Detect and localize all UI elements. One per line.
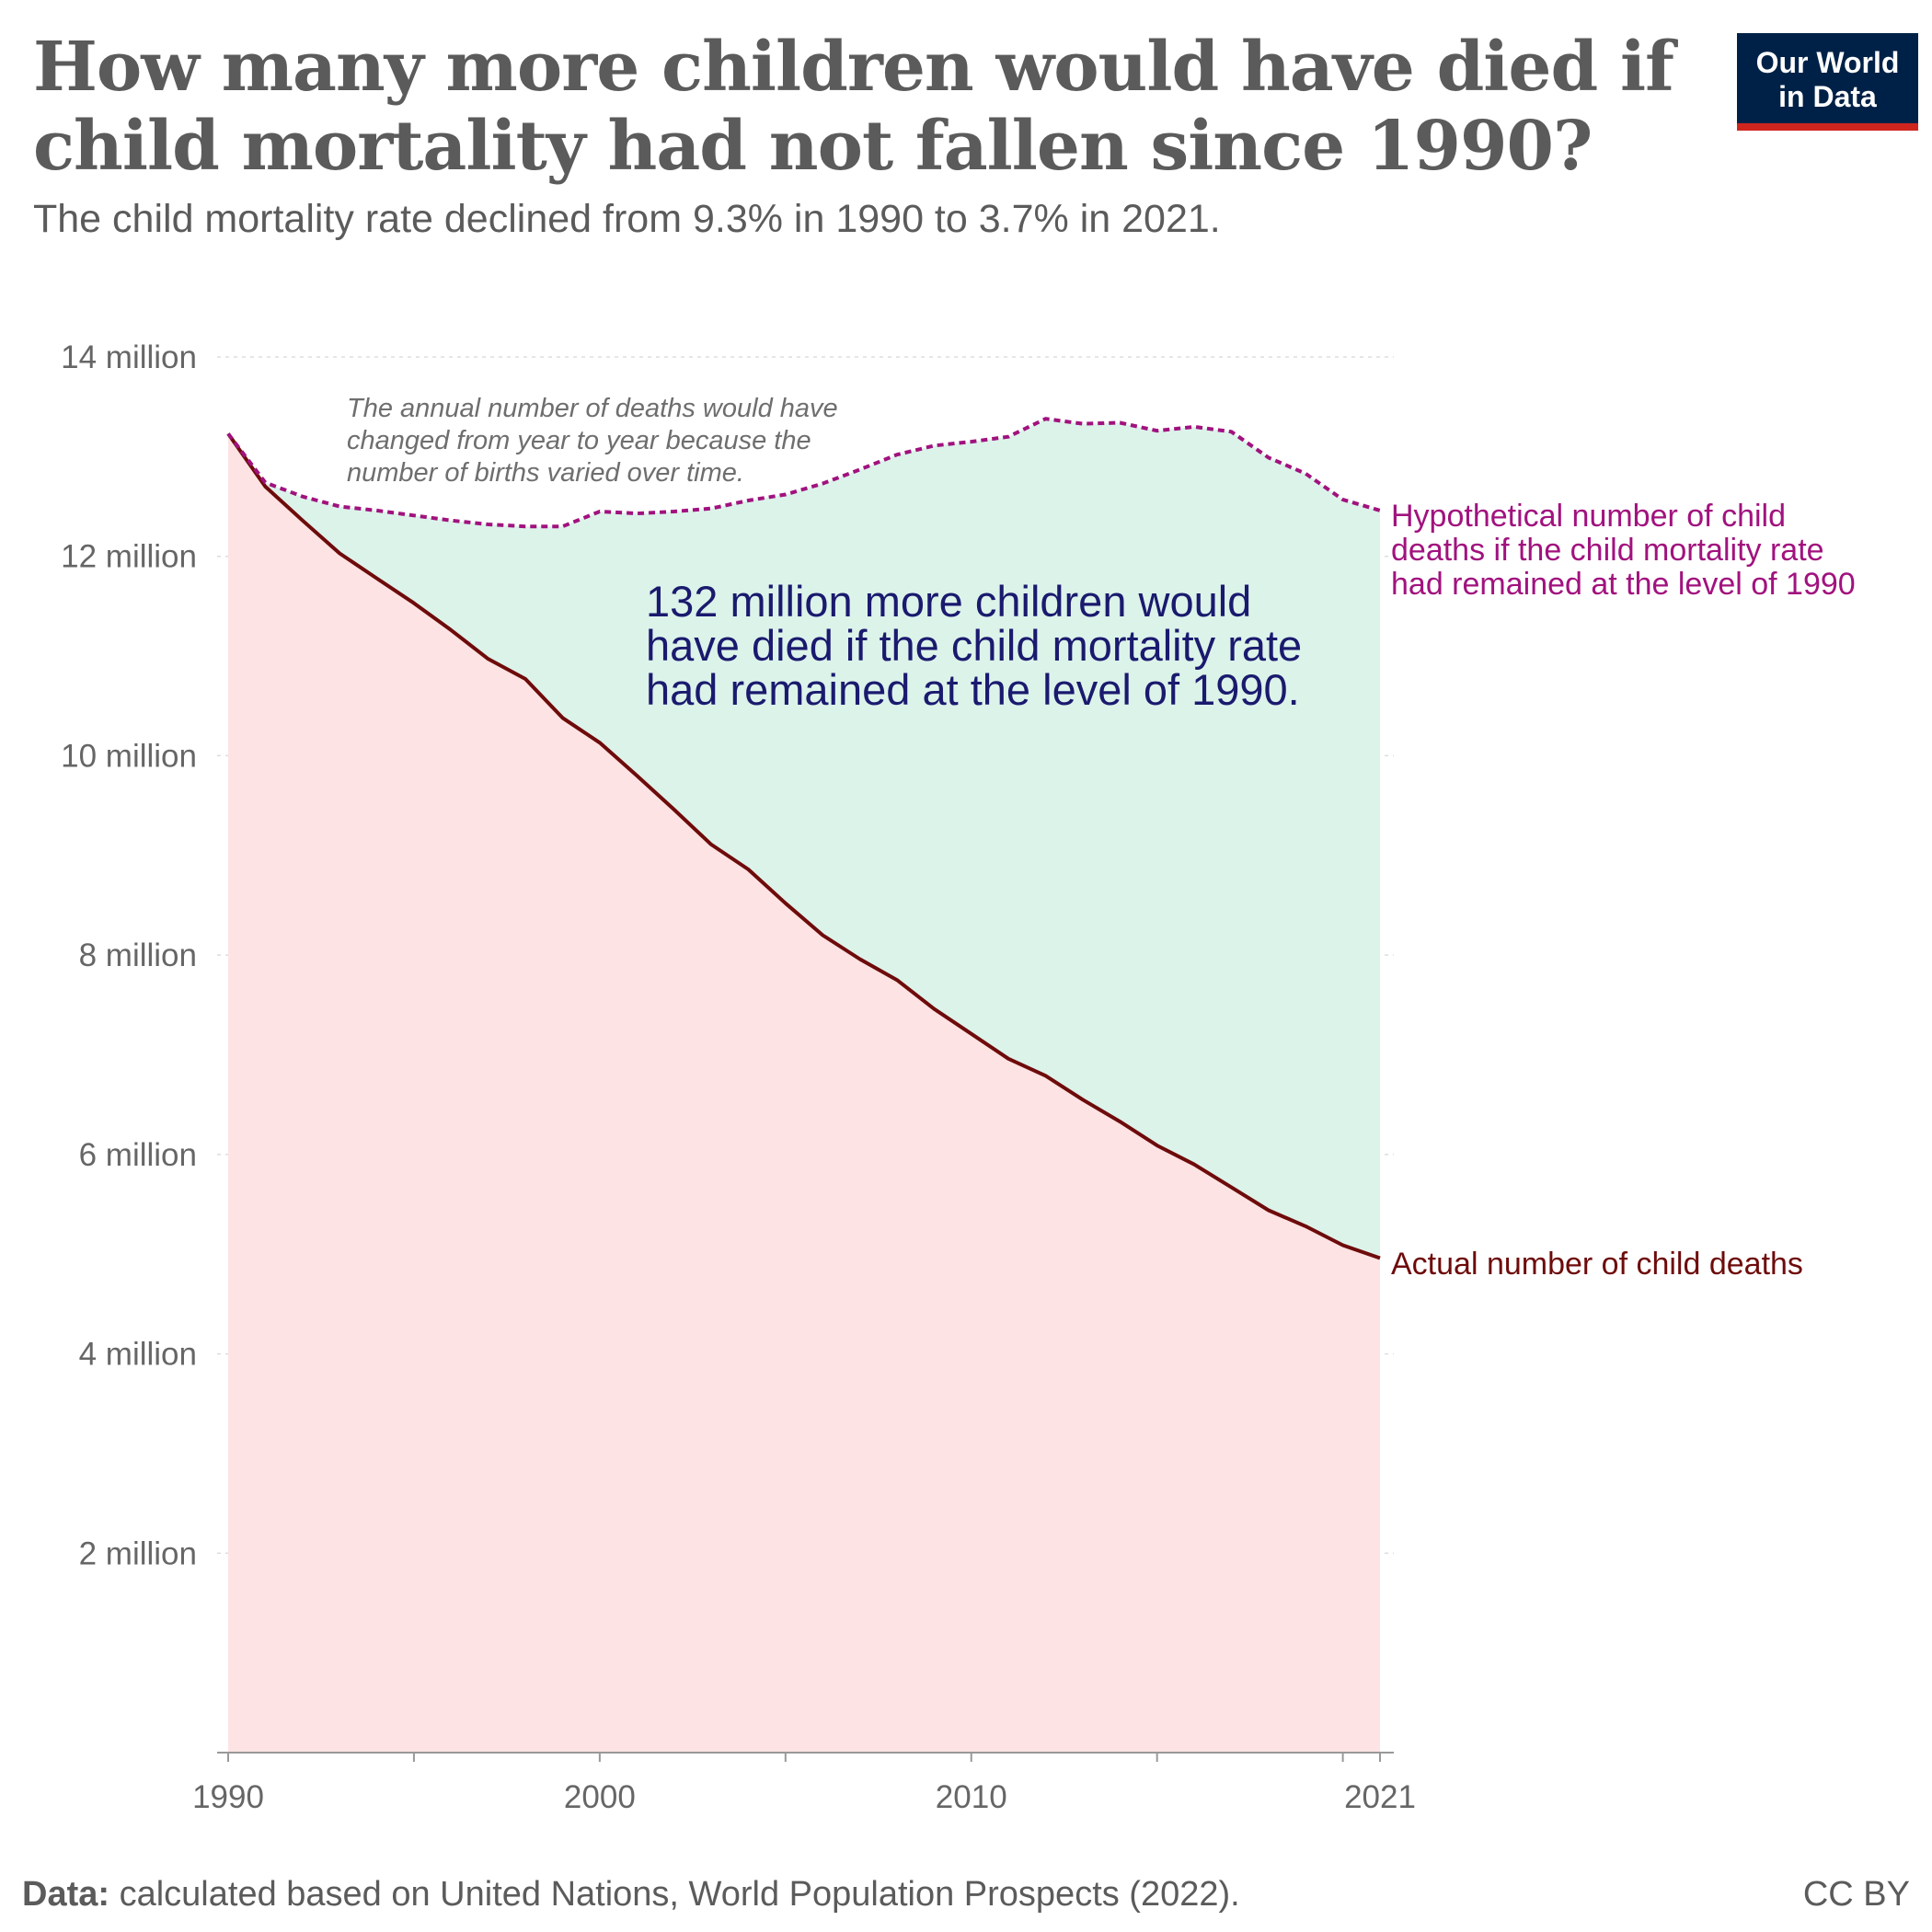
annotation-line: had remained at the level of 1990. — [646, 665, 1300, 714]
x-tick-label: 2021 — [1344, 1779, 1416, 1815]
annotation-line: had remained at the level of 1990 — [1391, 567, 1856, 602]
y-tick-label: 4 million — [79, 1337, 197, 1373]
y-tick-label: 10 million — [61, 738, 197, 774]
annotation-line: The annual number of deaths would have — [347, 394, 838, 423]
chart-title: How many more children would have died i… — [33, 28, 1674, 186]
logo-line-2: in Data — [1778, 80, 1877, 113]
annotation-line: Actual number of child deaths — [1391, 1247, 1803, 1282]
actual-series-label: Actual number of child deaths — [1391, 1247, 1803, 1282]
additional-deaths-area — [228, 419, 1380, 1259]
hypothetical-series-label: Hypothetical number of child deaths if th… — [1391, 499, 1856, 602]
annotation-line: changed from year to year because the — [347, 426, 811, 455]
y-tick-label: 12 million — [61, 539, 197, 575]
y-tick-label: 2 million — [79, 1535, 197, 1571]
births-note-annotation: The annual number of deaths would have ch… — [347, 394, 838, 488]
y-tick-label: 8 million — [79, 937, 197, 973]
x-tick-label: 2000 — [564, 1779, 636, 1815]
hypothetical-deaths-line[interactable] — [226, 417, 1381, 529]
logo-accent-bar — [1737, 123, 1918, 131]
logo-line-1: Our World — [1755, 46, 1900, 79]
x-tick-label: 2010 — [936, 1779, 1007, 1815]
annotation-line: number of births varied over time. — [347, 458, 744, 488]
data-source: Data: calculated based on United Nations… — [22, 1875, 1240, 1915]
chart-subtitle: The child mortality rate declined from 9… — [33, 197, 1221, 241]
annotation-line: Hypothetical number of child — [1391, 499, 1786, 534]
owid-logo[interactable]: Our World in Data — [1737, 33, 1918, 131]
data-source-text[interactable]: calculated based on United Nations, Worl… — [119, 1875, 1240, 1914]
data-source-label: Data: — [22, 1875, 110, 1914]
annotation-line: 132 million more children would — [646, 577, 1251, 626]
annotation-line: deaths if the child mortality rate — [1391, 533, 1824, 568]
actual-deaths-line[interactable] — [226, 432, 1381, 1260]
license[interactable]: CC BY — [1802, 1875, 1910, 1914]
y-tick-label: 14 million — [61, 339, 197, 375]
x-tick-label: 1990 — [192, 1779, 264, 1815]
annotation-line: have died if the child mortality rate — [646, 621, 1302, 670]
actual-deaths-area — [228, 433, 1380, 1753]
y-tick-label: 6 million — [79, 1137, 197, 1173]
y-axis-labels: 2 million 4 million 6 million 8 million 10 m… — [61, 339, 197, 1571]
x-axis: 1990 2000 2010 2021 — [192, 1752, 1416, 1815]
additional-deaths-annotation: 132 million more children would have died… — [646, 577, 1302, 714]
